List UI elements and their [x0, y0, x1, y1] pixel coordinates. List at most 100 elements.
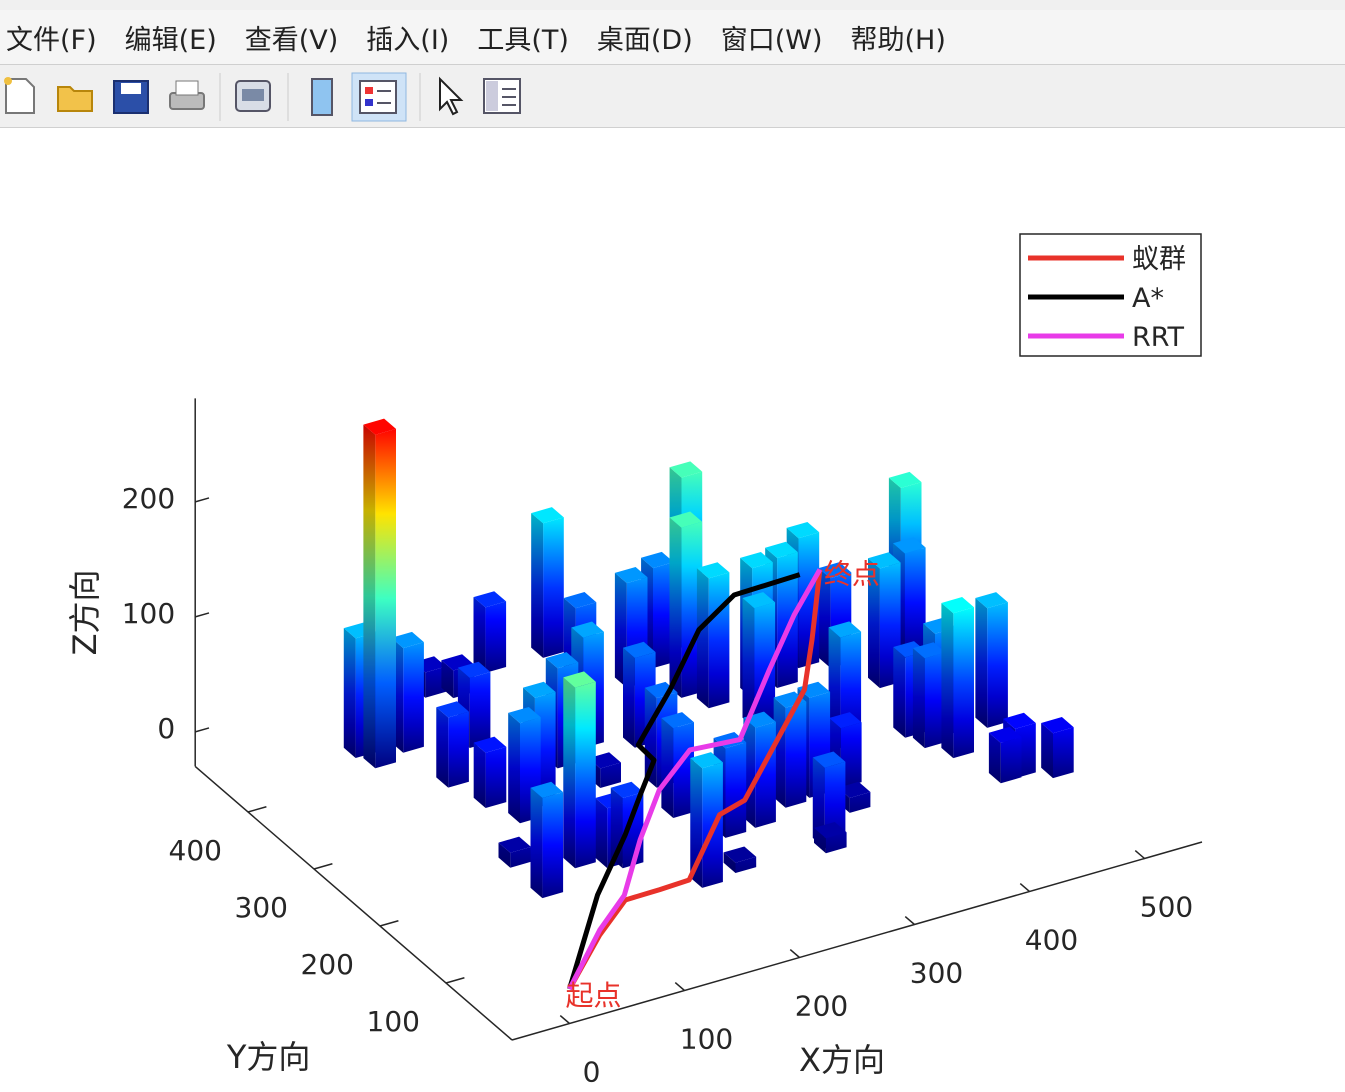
new-file[interactable] — [4, 77, 35, 114]
legend-toggle[interactable] — [351, 72, 407, 122]
menu-item[interactable]: 桌面(D) — [596, 24, 693, 56]
bar — [773, 691, 807, 808]
bar-top — [1041, 717, 1074, 734]
y-tick — [247, 805, 267, 813]
legend: 蚁群 A* RRT — [1019, 233, 1202, 357]
menu-item[interactable]: 文件(F) — [6, 24, 97, 56]
bar-face — [785, 701, 807, 808]
bar-face — [343, 628, 356, 758]
bar-face — [849, 792, 871, 813]
bar-shade — [1041, 723, 1053, 779]
bar-top — [893, 537, 926, 554]
bar-top — [912, 642, 946, 659]
bar-top — [498, 836, 531, 853]
menu-item[interactable]: 编辑(E) — [124, 24, 217, 56]
bar-face — [542, 792, 564, 899]
bar-face — [669, 517, 682, 698]
menu-item[interactable]: 工具(T) — [477, 24, 569, 56]
property-editor[interactable] — [483, 78, 521, 114]
bar-face — [531, 513, 544, 658]
x-tick-label: 200 — [795, 990, 848, 1023]
open-file[interactable] — [57, 86, 93, 112]
bar-face — [912, 648, 925, 749]
bar-top — [690, 752, 723, 769]
bar — [531, 507, 564, 658]
bar-shade — [723, 852, 736, 873]
bar-top — [457, 661, 491, 678]
colorbar[interactable] — [311, 78, 333, 116]
annotation: 终点 — [824, 558, 880, 591]
pointer[interactable] — [439, 76, 464, 116]
menu-item[interactable]: 帮助(H) — [850, 24, 946, 56]
bar-top — [610, 781, 644, 798]
bar-face — [988, 732, 1001, 784]
bar-face — [893, 647, 906, 738]
bar-face — [485, 746, 507, 808]
bar-face — [868, 558, 880, 689]
bar — [814, 822, 847, 854]
bar — [473, 591, 507, 673]
bar-top — [473, 591, 507, 608]
menu-item[interactable]: 查看(V) — [244, 24, 339, 56]
bar-top — [531, 507, 564, 524]
bar-top — [571, 621, 604, 638]
bar-top — [786, 522, 820, 539]
z-axis-title: Z方向 — [66, 569, 104, 655]
bar-shade — [623, 647, 635, 748]
bar-face — [530, 787, 543, 899]
bar-top — [669, 511, 703, 528]
bar-shade — [814, 827, 826, 854]
bar-shade — [893, 647, 906, 738]
link-plot[interactable] — [235, 80, 271, 112]
bar-face — [600, 762, 621, 788]
bar-top — [623, 641, 656, 658]
save[interactable] — [113, 80, 149, 114]
menu-item[interactable]: 窗口(W) — [720, 24, 823, 56]
bar-shade — [563, 677, 576, 869]
bar-face — [425, 666, 446, 698]
bar-top — [588, 752, 621, 769]
bar-top — [941, 597, 974, 614]
bar-top — [563, 671, 596, 688]
bar-top — [363, 418, 396, 435]
bar-shade — [661, 718, 674, 818]
bar-shade — [473, 597, 486, 673]
bar-shade — [669, 517, 682, 698]
bar-top — [988, 726, 1022, 743]
paths: 起点 终点 — [566, 558, 880, 1012]
bar-top — [661, 712, 694, 729]
bar-face — [723, 852, 736, 873]
bar-face — [904, 547, 926, 659]
y-tick-label: 200 — [301, 948, 354, 981]
bar-top — [975, 592, 1008, 609]
bar-top — [669, 461, 703, 478]
x-tick — [674, 981, 685, 992]
bar-face — [953, 607, 974, 759]
bar-shade — [531, 513, 544, 658]
bar-face — [543, 517, 564, 658]
bar-face — [1053, 727, 1074, 779]
bar-top — [523, 681, 556, 698]
bar-face — [735, 856, 757, 873]
bar-top — [391, 631, 424, 649]
bar-shade — [595, 798, 608, 869]
bar-face — [708, 572, 730, 709]
bar-top — [814, 822, 847, 839]
y-tick-label: 100 — [367, 1005, 420, 1038]
bar-top — [563, 592, 597, 609]
bar-face — [485, 601, 507, 673]
z-tick — [194, 727, 210, 733]
bar-top — [696, 562, 730, 579]
bar-face — [403, 642, 424, 753]
bar — [696, 562, 730, 709]
bar-face — [1041, 723, 1053, 779]
bar-top — [742, 592, 776, 609]
menu-item[interactable]: 插入(I) — [366, 24, 450, 56]
bar-face — [661, 718, 674, 818]
print[interactable] — [169, 80, 205, 110]
bar-face — [987, 602, 1008, 728]
x-tick — [1019, 882, 1030, 893]
legend-label: RRT — [1132, 322, 1185, 353]
x-tick-label: 100 — [680, 1023, 733, 1056]
